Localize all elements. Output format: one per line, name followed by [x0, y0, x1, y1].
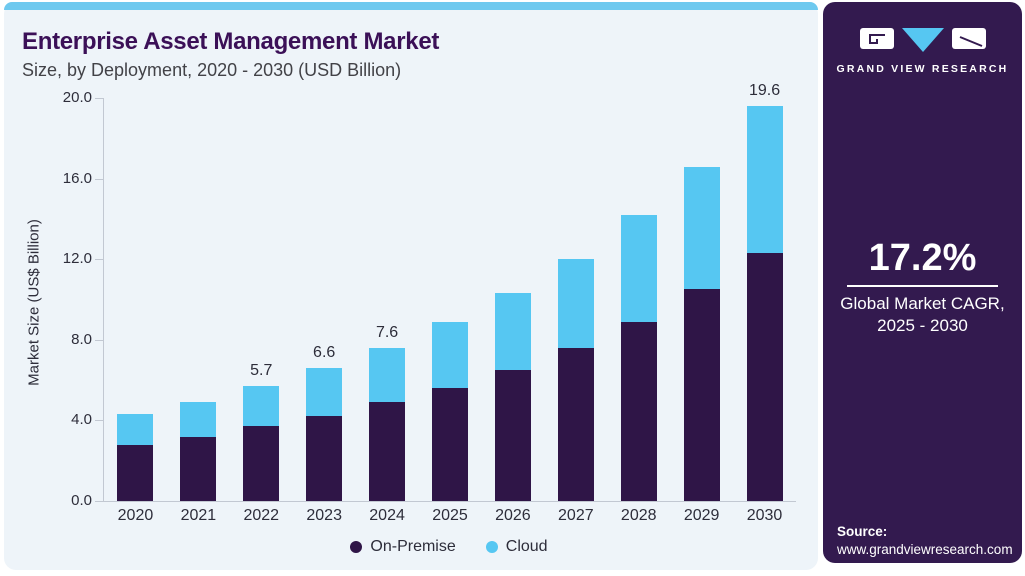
- bar-segment-cloud-2020: [117, 414, 154, 445]
- bar-segment-on-premise-2027: [557, 347, 594, 501]
- logo-v-icon: [901, 28, 944, 52]
- x-tick-label: 2021: [180, 507, 217, 524]
- logo-g-icon: [859, 28, 894, 49]
- x-tick-label: 2020: [117, 507, 154, 524]
- bar-segment-on-premise-2030: [746, 253, 783, 501]
- bar-segment-cloud-2026: [494, 293, 531, 371]
- x-tick-label: 2028: [620, 507, 657, 524]
- chart-subtitle: Size, by Deployment, 2020 - 2030 (USD Bi…: [22, 60, 402, 80]
- legend-label: Cloud: [505, 538, 548, 555]
- bar-segment-cloud-2022: [243, 386, 280, 427]
- y-tick-mark: [95, 501, 103, 502]
- bar-segment-cloud-2027: [557, 259, 594, 348]
- bar-total-label: 6.6: [313, 344, 336, 361]
- bar-segment-cloud-2025: [432, 321, 468, 389]
- card-accent-strip: [4, 2, 818, 10]
- bar-segment-on-premise-2023: [306, 416, 343, 501]
- y-tick-mark: [95, 98, 103, 99]
- bar-segment-cloud-2030: [746, 106, 783, 254]
- bar-segment-on-premise-2020: [117, 444, 154, 501]
- bar-segment-cloud-2028: [620, 214, 657, 322]
- cagr-caption-line1: Global Market CAGR,: [840, 294, 1005, 313]
- legend-item-cloud: Cloud: [485, 538, 548, 556]
- brand-name: GRAND VIEW RESEARCH: [836, 63, 1009, 75]
- x-tick-label: 2026: [495, 507, 531, 524]
- bar-segment-on-premise-2021: [180, 436, 217, 501]
- bar-segment-cloud-2023: [306, 368, 343, 417]
- bar-segment-on-premise-2024: [369, 402, 406, 501]
- gvr-logo-icon: [823, 28, 1022, 52]
- brand-sidebar: GRAND VIEW RESEARCH 17.2% Global Market …: [823, 2, 1022, 563]
- logo-r-icon: [951, 28, 986, 49]
- source-label: Source:: [837, 524, 888, 539]
- source-url: www.grandviewresearch.com: [837, 542, 1013, 557]
- bar-segment-on-premise-2028: [620, 321, 657, 501]
- legend-item-on-premise: On-Premise: [350, 538, 456, 556]
- x-tick-label: 2025: [432, 507, 468, 524]
- y-tick-label: 4.0: [71, 411, 92, 429]
- bar-segment-cloud-2024: [369, 347, 406, 403]
- legend-dot-icon: [350, 541, 363, 553]
- bar-total-label: 5.7: [250, 362, 273, 380]
- bar-segment-on-premise-2022: [243, 426, 280, 501]
- x-tick-label: 2022: [243, 507, 280, 524]
- plot-area: 0.0 4.0 8.0 12.0 16.0 20.0 2020 2021 5.7 2022 6.6 2…: [63, 82, 796, 524]
- bar-total-label: 19.6: [748, 82, 781, 100]
- y-tick-label: 20.0: [62, 89, 92, 106]
- y-tick-mark: [95, 178, 103, 180]
- y-tick-mark: [95, 259, 103, 261]
- y-tick-label: 0.0: [71, 492, 92, 509]
- y-tick-mark: [95, 420, 103, 422]
- y-tick-label: 12.0: [62, 250, 92, 268]
- x-tick-label: 2029: [683, 507, 720, 524]
- x-tick-label: 2027: [558, 507, 594, 524]
- bar-segment-on-premise-2029: [683, 289, 720, 501]
- legend-label: On-Premise: [370, 538, 456, 555]
- source-note: Source: www.grandviewresearch.com: [837, 523, 1013, 559]
- y-tick-mark: [95, 339, 103, 341]
- x-tick-label: 2030: [746, 507, 783, 524]
- x-tick-label: 2023: [306, 507, 342, 524]
- chart-legend: On-Premise Cloud: [103, 538, 795, 556]
- bar-segment-cloud-2021: [180, 402, 217, 437]
- x-tick-label: 2024: [369, 507, 405, 524]
- bar-segment-cloud-2029: [683, 166, 720, 290]
- bar-segment-on-premise-2025: [432, 388, 468, 501]
- y-tick-label: 8.0: [71, 330, 92, 348]
- y-tick-label: 16.0: [62, 169, 92, 187]
- bar-segment-on-premise-2026: [494, 370, 531, 501]
- stat-divider: [847, 285, 998, 287]
- cagr-caption-line2: 2025 - 2030: [877, 316, 968, 335]
- cagr-caption: Global Market CAGR, 2025 - 2030: [823, 293, 1022, 337]
- cagr-value: 17.2%: [868, 237, 977, 279]
- chart-card: Enterprise Asset Management Market Size,…: [4, 2, 818, 570]
- y-axis-title: Market Size (US$ Billion): [25, 219, 43, 386]
- legend-dot-icon: [485, 541, 498, 553]
- chart-title: Enterprise Asset Management Market: [22, 28, 440, 55]
- bar-total-label: 7.6: [375, 323, 399, 341]
